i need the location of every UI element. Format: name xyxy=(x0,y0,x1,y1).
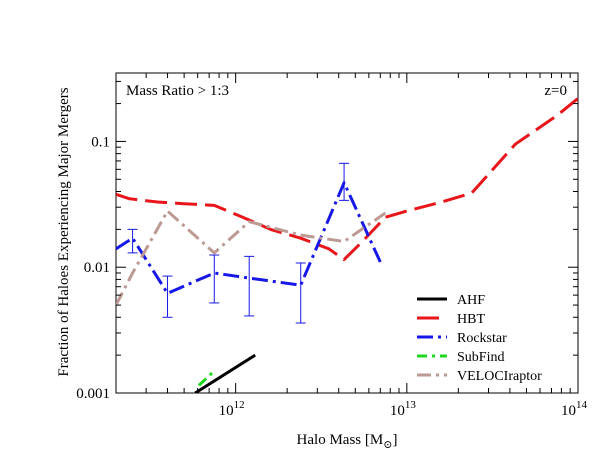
x-axis-label: Halo Mass [M⊙] xyxy=(297,432,398,451)
x-axis-label-text: Halo Mass [M xyxy=(297,432,384,448)
x-tick-label-base: 10 xyxy=(561,403,576,419)
plot-frame xyxy=(115,72,579,394)
error-bar-3 xyxy=(244,255,255,317)
series-line-subfind xyxy=(197,369,216,387)
series-line-rockstar xyxy=(116,181,382,295)
legend-item-ahf: AHF xyxy=(417,293,485,308)
y-tick-label: 0.1 xyxy=(91,134,110,150)
x-tick-label-base: 10 xyxy=(219,403,234,419)
x-tick-label: 1013 xyxy=(390,399,417,419)
y-tick-label: 0.01 xyxy=(84,260,110,276)
x-axis-label-subscript: ⊙ xyxy=(383,439,392,451)
error-bar-2 xyxy=(209,254,220,304)
y-tick-label: 0.001 xyxy=(76,386,110,402)
annotation-redshift: z=0 xyxy=(544,83,567,99)
series-line-velociraptor xyxy=(116,209,387,306)
series-layer xyxy=(116,97,578,393)
error-bar-4 xyxy=(295,262,306,324)
legend-label: HBT xyxy=(457,312,485,327)
x-axis-label-close: ] xyxy=(392,432,397,448)
legend-label: Rockstar xyxy=(457,331,507,346)
x-tick-label: 1012 xyxy=(219,399,245,419)
legend: AHF HBT Rockstar SubFind VELOCIraptor xyxy=(417,293,542,384)
annotation-mass-ratio: Mass Ratio > 1:3 xyxy=(126,83,229,99)
legend-item-velociraptor: VELOCIraptor xyxy=(417,369,542,384)
x-tick-label-exponent: 14 xyxy=(576,399,588,411)
legend-label: AHF xyxy=(457,293,485,308)
y-axis-label: Fraction of Haloes Experiencing Major Me… xyxy=(56,87,72,376)
legend-item-subfind: SubFind xyxy=(417,350,504,365)
error-bar-5 xyxy=(339,162,350,201)
x-tick-label: 1014 xyxy=(561,399,588,419)
error-bars xyxy=(127,162,350,324)
legend-label: VELOCIraptor xyxy=(457,369,542,384)
x-tick-label-base: 10 xyxy=(390,403,405,419)
series-line-ahf xyxy=(194,353,257,393)
error-bar-0 xyxy=(127,228,138,254)
legend-item-hbt: HBT xyxy=(417,312,485,327)
legend-label: SubFind xyxy=(457,350,504,365)
error-bar-1 xyxy=(162,275,173,318)
legend-item-rockstar: Rockstar xyxy=(417,331,507,346)
x-tick-label-exponent: 12 xyxy=(234,399,245,411)
x-tick-label-exponent: 13 xyxy=(405,399,417,411)
series-line-hbt xyxy=(116,97,578,262)
